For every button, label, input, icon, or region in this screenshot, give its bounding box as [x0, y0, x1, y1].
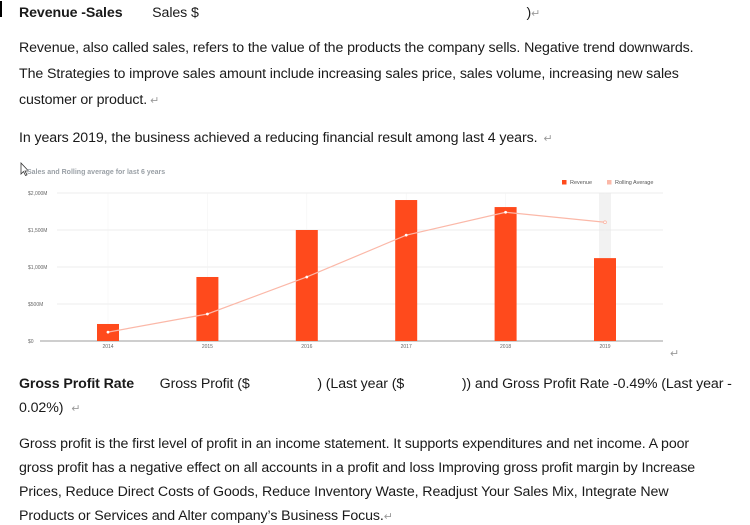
- paragraph-return-icon: ↵: [543, 133, 553, 145]
- rolling-average-point-2014: [106, 330, 110, 334]
- x-tick-label: 2014: [102, 344, 113, 350]
- revenue-bars: [97, 200, 616, 341]
- rolling-average-point-2019: [603, 220, 607, 225]
- gross-paragraph-line-1: Gross profit is the first level of profi…: [19, 436, 690, 452]
- rolling-average-point-2017: [404, 233, 408, 237]
- close-paren: ): [526, 5, 532, 21]
- chart-legend: Revenue Rolling Average: [562, 180, 653, 186]
- gross-paragraph-line-3: Prices, Reduce Direct Costs of Goods, Re…: [19, 484, 669, 500]
- gross-profit-text-a: Gross Profit ($: [159, 376, 250, 392]
- legend-label-rolling-average: Rolling Average: [615, 180, 653, 186]
- sales-amount-label: Sales $: [152, 5, 199, 21]
- sales-rolling-average-chart: Sales and Rolling average for last 6 yea…: [20, 161, 663, 350]
- revenue-bar-2016: [295, 230, 318, 341]
- paragraph-return-icon: ↵: [531, 8, 541, 20]
- y-tick-label: $2,000M: [28, 191, 47, 197]
- years-paragraph: In years 2019, the business achieved a r…: [19, 130, 553, 147]
- chart-title: Sales and Rolling average for last 6 yea…: [27, 169, 165, 176]
- revenue-paragraph-line-3-text: customer or product.: [19, 92, 148, 108]
- y-tick-label: $1,000M: [28, 265, 47, 271]
- gross-profit-heading: Gross Profit Rate Gross Profit ($ ) (Las…: [19, 376, 732, 392]
- revenue-paragraph-line-2: The Strategies to improve sales amount i…: [19, 66, 679, 82]
- gross-paragraph-line-4: Products or Services and Alter company’s…: [19, 508, 393, 525]
- rolling-average-line: [106, 210, 607, 334]
- revenue-bar-2017: [395, 200, 418, 341]
- paragraph-return-icon: ↵: [150, 95, 160, 107]
- revenue-bar-2018: [494, 207, 517, 341]
- paragraph-return-icon: ↵: [71, 403, 81, 415]
- x-tick-label: 2019: [599, 344, 610, 350]
- x-tick-label: 2017: [401, 344, 412, 350]
- legend-swatch-revenue: [562, 180, 567, 185]
- revenue-bar-2019: [594, 258, 616, 341]
- y-tick-label: $1,500M: [28, 228, 47, 234]
- x-tick-label: 2018: [500, 344, 511, 350]
- gross-profit-text-c: )) and Gross Profit Rate -0.49% (Last ye…: [461, 376, 732, 392]
- mouse-pointer-icon: [20, 161, 30, 177]
- paragraph-return-icon-chart: ↵: [667, 345, 679, 362]
- rolling-average-polyline: [107, 211, 606, 333]
- rolling-average-point-2016: [305, 275, 309, 279]
- y-axis-ticks: $0 $500M $1,000M $1,500M $2,000M: [28, 191, 47, 345]
- years-paragraph-text: In years 2019, the business achieved a r…: [19, 130, 538, 146]
- gross-profit-heading-cont: 0.02%) ↵: [19, 400, 81, 417]
- y-tick-label: $500M: [28, 302, 43, 308]
- gross-paragraph-line-4-text: Products or Services and Alter company’s…: [19, 508, 384, 524]
- revenue-bar-2015: [196, 276, 219, 341]
- text-cursor: [0, 1, 2, 17]
- paragraph-return-icon: ↵: [670, 348, 680, 360]
- revenue-paragraph-line-1: Revenue, also called sales, refers to th…: [19, 40, 694, 56]
- gross-profit-text-b: ) (Last year ($: [317, 376, 405, 392]
- legend-swatch-rolling-average: [607, 180, 612, 185]
- revenue-paragraph-line-3: customer or product. ↵: [19, 92, 159, 109]
- rolling-average-point-2018: [504, 210, 507, 214]
- section-heading-revenue: Revenue -Sales Sales $ )↵: [19, 5, 540, 22]
- x-tick-label: 2015: [202, 344, 213, 350]
- x-tick-label: 2016: [301, 344, 312, 350]
- gross-profit-text-d: 0.02%): [19, 400, 64, 416]
- x-axis-ticks: 2014 2015 2016 2017 2018 2019: [102, 344, 610, 350]
- y-tick-label: $0: [28, 339, 34, 345]
- gross-profit-title: Gross Profit Rate: [19, 376, 134, 392]
- section-title: Revenue -Sales: [19, 5, 123, 21]
- paragraph-return-icon: ↵: [383, 511, 393, 523]
- chart-gridlines: [40, 192, 663, 342]
- rolling-average-point-2015: [206, 312, 209, 316]
- gross-paragraph-line-2: gross profit has a negative effect on al…: [19, 460, 696, 476]
- legend-label-revenue: Revenue: [570, 180, 592, 186]
